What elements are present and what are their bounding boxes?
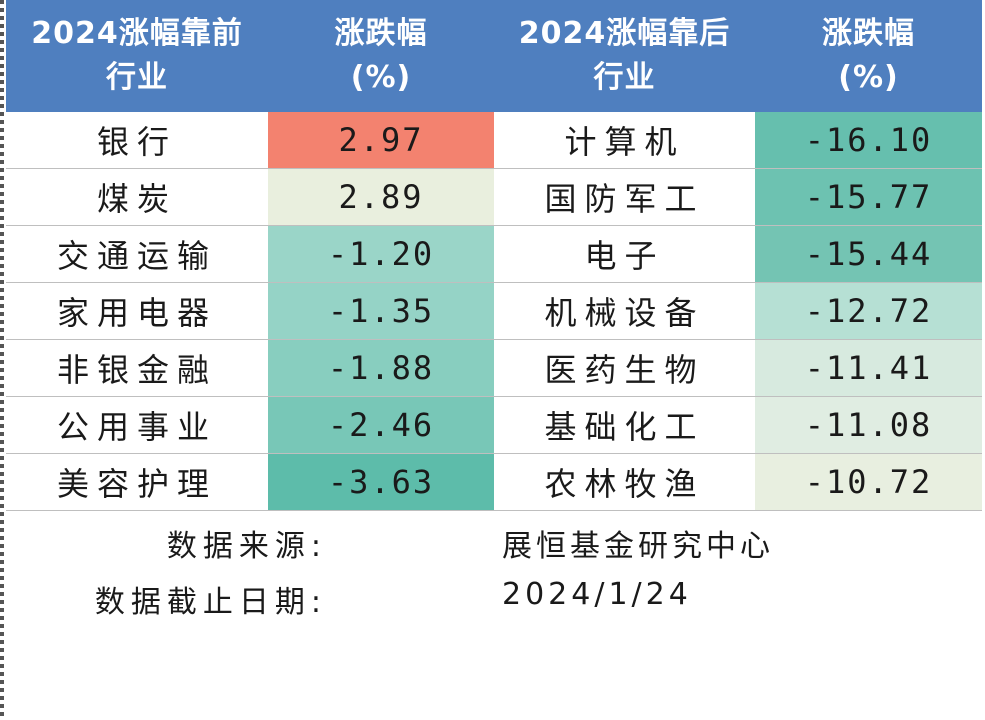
top-change-cell: -3.63 (268, 453, 494, 511)
top-change-cell: -1.35 (268, 282, 494, 340)
date-label: 数据截止日期: (94, 585, 327, 620)
top-industry-cell: 美容护理 (6, 453, 268, 511)
top-change-cell: -1.20 (268, 225, 494, 283)
bottom-industry-cell: 医药生物 (494, 339, 755, 397)
bottom-industry-cell: 国防军工 (494, 168, 755, 226)
date-row: 数据截止日期: 2024/1/24 (6, 571, 982, 627)
bottom-industry-cell: 计算机 (494, 112, 755, 169)
top-industry-cell: 公用事业 (6, 396, 268, 454)
bottom-change-cell: -10.72 (755, 453, 982, 511)
sheet-left-border (0, 0, 4, 720)
bottom-industry-cell: 机械设备 (494, 282, 755, 340)
bottom-change-cell: -15.44 (755, 225, 982, 283)
bottom-industry-cell: 基础化工 (494, 396, 755, 454)
bottom-industry-cell: 电子 (494, 225, 755, 283)
top-change-cell: -2.46 (268, 396, 494, 454)
top-industry-cell: 非银金融 (6, 339, 268, 397)
table-row: 交通运输 -1.20 电子 -15.44 (6, 225, 982, 283)
header-top-change: 涨跌幅 (%) (268, 0, 494, 112)
table-row: 煤炭 2.89 国防军工 -15.77 (6, 168, 982, 226)
table-row: 银行 2.97 计算机 -16.10 (6, 112, 982, 169)
date-value: 2024/1/24 (502, 577, 692, 612)
header-bottom-industry: 2024涨幅靠后 行业 (494, 0, 755, 112)
source-row: 数据来源: 展恒基金研究中心 (6, 515, 982, 571)
table-row: 非银金融 -1.88 医药生物 -11.41 (6, 339, 982, 397)
top-industry-cell: 银行 (6, 112, 268, 169)
top-change-cell: 2.97 (268, 112, 494, 169)
bottom-change-cell: -12.72 (755, 282, 982, 340)
header-bottom-change: 涨跌幅 (%) (755, 0, 982, 112)
bottom-change-cell: -11.41 (755, 339, 982, 397)
table-row: 美容护理 -3.63 农林牧渔 -10.72 (6, 453, 982, 511)
industry-change-sheet: 2024涨幅靠前 行业 涨跌幅 (%) 2024涨幅靠后 行业 涨跌幅 (%) … (6, 0, 982, 620)
top-industry-cell: 煤炭 (6, 168, 268, 226)
table-row: 公用事业 -2.46 基础化工 -11.08 (6, 396, 982, 454)
table-row: 家用电器 -1.35 机械设备 -12.72 (6, 282, 982, 340)
header-top-industry: 2024涨幅靠前 行业 (6, 0, 268, 112)
bottom-change-cell: -15.77 (755, 168, 982, 226)
bottom-industry-cell: 农林牧渔 (494, 453, 755, 511)
top-change-cell: 2.89 (268, 168, 494, 226)
table-header-row: 2024涨幅靠前 行业 涨跌幅 (%) 2024涨幅靠后 行业 涨跌幅 (%) (6, 0, 982, 112)
source-value: 展恒基金研究中心 (502, 529, 774, 564)
industry-change-table: 2024涨幅靠前 行业 涨跌幅 (%) 2024涨幅靠后 行业 涨跌幅 (%) … (6, 0, 982, 511)
top-industry-cell: 家用电器 (6, 282, 268, 340)
source-label: 数据来源: (166, 529, 327, 564)
top-change-cell: -1.88 (268, 339, 494, 397)
source-note: 数据来源: 展恒基金研究中心 数据截止日期: 2024/1/24 (6, 515, 982, 627)
bottom-change-cell: -11.08 (755, 396, 982, 454)
bottom-change-cell: -16.10 (755, 112, 982, 169)
top-industry-cell: 交通运输 (6, 225, 268, 283)
